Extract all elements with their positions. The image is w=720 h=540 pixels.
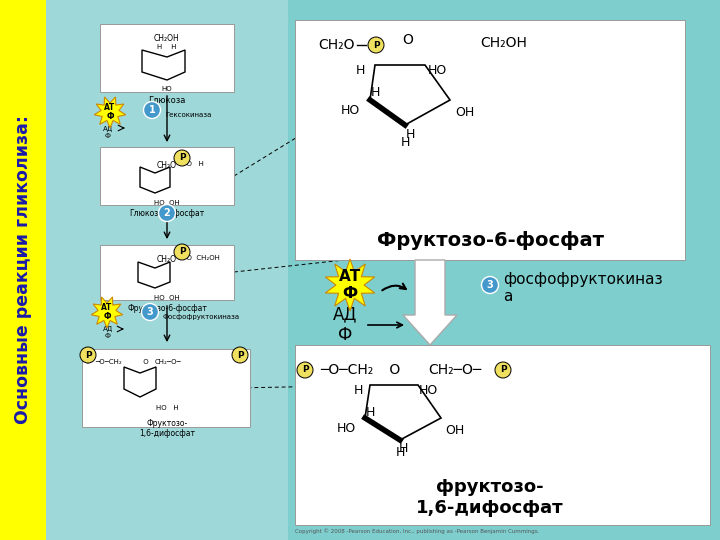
Bar xyxy=(288,0,720,540)
Text: Основные реакции гликолиза:: Основные реакции гликолиза: xyxy=(14,116,32,424)
Text: CH₂O: CH₂O xyxy=(318,38,355,52)
Text: фосфофруктокиназ
а: фосфофруктокиназ а xyxy=(503,272,662,304)
Text: HO  OH: HO OH xyxy=(154,200,180,206)
Text: CH₂O: CH₂O xyxy=(157,161,177,170)
Text: H: H xyxy=(355,64,365,77)
Bar xyxy=(100,24,234,92)
Bar xyxy=(82,349,250,427)
Circle shape xyxy=(174,150,190,166)
Circle shape xyxy=(143,102,161,118)
Text: H: H xyxy=(365,407,374,420)
Text: Глюкозо-6-фосфат: Глюкозо-6-фосфат xyxy=(130,209,204,218)
Text: HO   H: HO H xyxy=(156,405,179,411)
Polygon shape xyxy=(403,260,457,345)
Text: H: H xyxy=(354,383,363,396)
Text: Фруктозо-6-фосфат: Фруктозо-6-фосфат xyxy=(127,304,207,313)
Text: АТ
Ф: АТ Ф xyxy=(102,302,112,321)
Text: CH₂O: CH₂O xyxy=(157,255,177,264)
Text: АД
Ф: АД Ф xyxy=(103,326,113,339)
Text: OH: OH xyxy=(455,106,474,119)
Text: Фруктозо-6-фосфат: Фруктозо-6-фосфат xyxy=(377,231,603,250)
Text: Copyright © 2008 -Pearson Education, Inc., publishing as -Pearson Benjamin Cummi: Copyright © 2008 -Pearson Education, Inc… xyxy=(295,528,539,534)
Text: АД
Ф: АД Ф xyxy=(333,306,357,345)
Text: P: P xyxy=(302,366,308,375)
Bar xyxy=(0,0,46,540)
Text: OH: OH xyxy=(445,423,464,436)
Bar xyxy=(46,0,288,540)
Polygon shape xyxy=(94,97,126,128)
Text: 3: 3 xyxy=(487,280,493,290)
Text: O  CH₂OH: O CH₂OH xyxy=(182,255,220,261)
Text: HO: HO xyxy=(428,64,446,77)
Circle shape xyxy=(142,303,158,321)
Circle shape xyxy=(174,244,190,260)
Text: P: P xyxy=(373,40,379,50)
Text: Гексокиназа: Гексокиназа xyxy=(165,112,212,118)
Text: P: P xyxy=(86,359,90,365)
Text: H: H xyxy=(405,129,415,141)
Polygon shape xyxy=(325,259,374,311)
Text: HO  OH: HO OH xyxy=(154,295,180,301)
Text: O   H: O H xyxy=(182,161,204,167)
Text: O: O xyxy=(385,363,400,377)
Text: Фруктозо-
1,6-дифосфат: Фруктозо- 1,6-дифосфат xyxy=(139,419,195,438)
Text: H: H xyxy=(395,447,405,460)
Text: O: O xyxy=(141,359,148,365)
Text: CH₂─O─: CH₂─O─ xyxy=(428,363,481,377)
Text: H: H xyxy=(400,137,410,150)
Text: 3: 3 xyxy=(147,307,153,317)
Text: P: P xyxy=(179,153,185,163)
Circle shape xyxy=(482,276,498,294)
Text: фруктозо-
1,6-дифосфат: фруктозо- 1,6-дифосфат xyxy=(416,478,564,517)
Text: АТ
Ф: АТ Ф xyxy=(339,269,361,301)
Bar xyxy=(100,245,234,300)
Text: 2: 2 xyxy=(163,208,171,218)
Text: H: H xyxy=(370,86,379,99)
Circle shape xyxy=(495,362,511,378)
Text: Глюкоза: Глюкоза xyxy=(148,96,186,105)
Text: АТ
Ф: АТ Ф xyxy=(104,103,116,122)
Text: 1: 1 xyxy=(148,105,156,115)
Text: HO: HO xyxy=(418,383,438,396)
Text: ─O─CH₂: ─O─CH₂ xyxy=(95,359,122,365)
Text: O: O xyxy=(402,33,413,47)
Text: CH₂─O─: CH₂─O─ xyxy=(155,359,181,365)
Bar xyxy=(100,147,234,205)
Text: CH₂OH: CH₂OH xyxy=(480,36,527,50)
Text: HO: HO xyxy=(336,422,356,435)
Circle shape xyxy=(232,347,248,363)
Text: CH₂OH: CH₂OH xyxy=(154,34,180,43)
Text: HO: HO xyxy=(341,104,359,117)
Text: HO: HO xyxy=(162,86,172,92)
Text: ─O─CH₂: ─O─CH₂ xyxy=(320,363,373,377)
Circle shape xyxy=(297,362,313,378)
Bar xyxy=(295,20,685,260)
Text: Фосфофруктокиназа: Фосфофруктокиназа xyxy=(163,314,240,320)
Circle shape xyxy=(80,347,96,363)
Polygon shape xyxy=(91,297,122,328)
Text: P: P xyxy=(237,350,243,360)
Text: P: P xyxy=(85,350,91,360)
Text: H    H: H H xyxy=(157,44,176,50)
Text: АД
Ф: АД Ф xyxy=(103,125,113,139)
Bar xyxy=(295,345,710,525)
Circle shape xyxy=(158,205,176,221)
Text: H: H xyxy=(398,442,408,455)
Circle shape xyxy=(368,37,384,53)
Text: P: P xyxy=(179,247,185,256)
Text: P: P xyxy=(500,366,506,375)
